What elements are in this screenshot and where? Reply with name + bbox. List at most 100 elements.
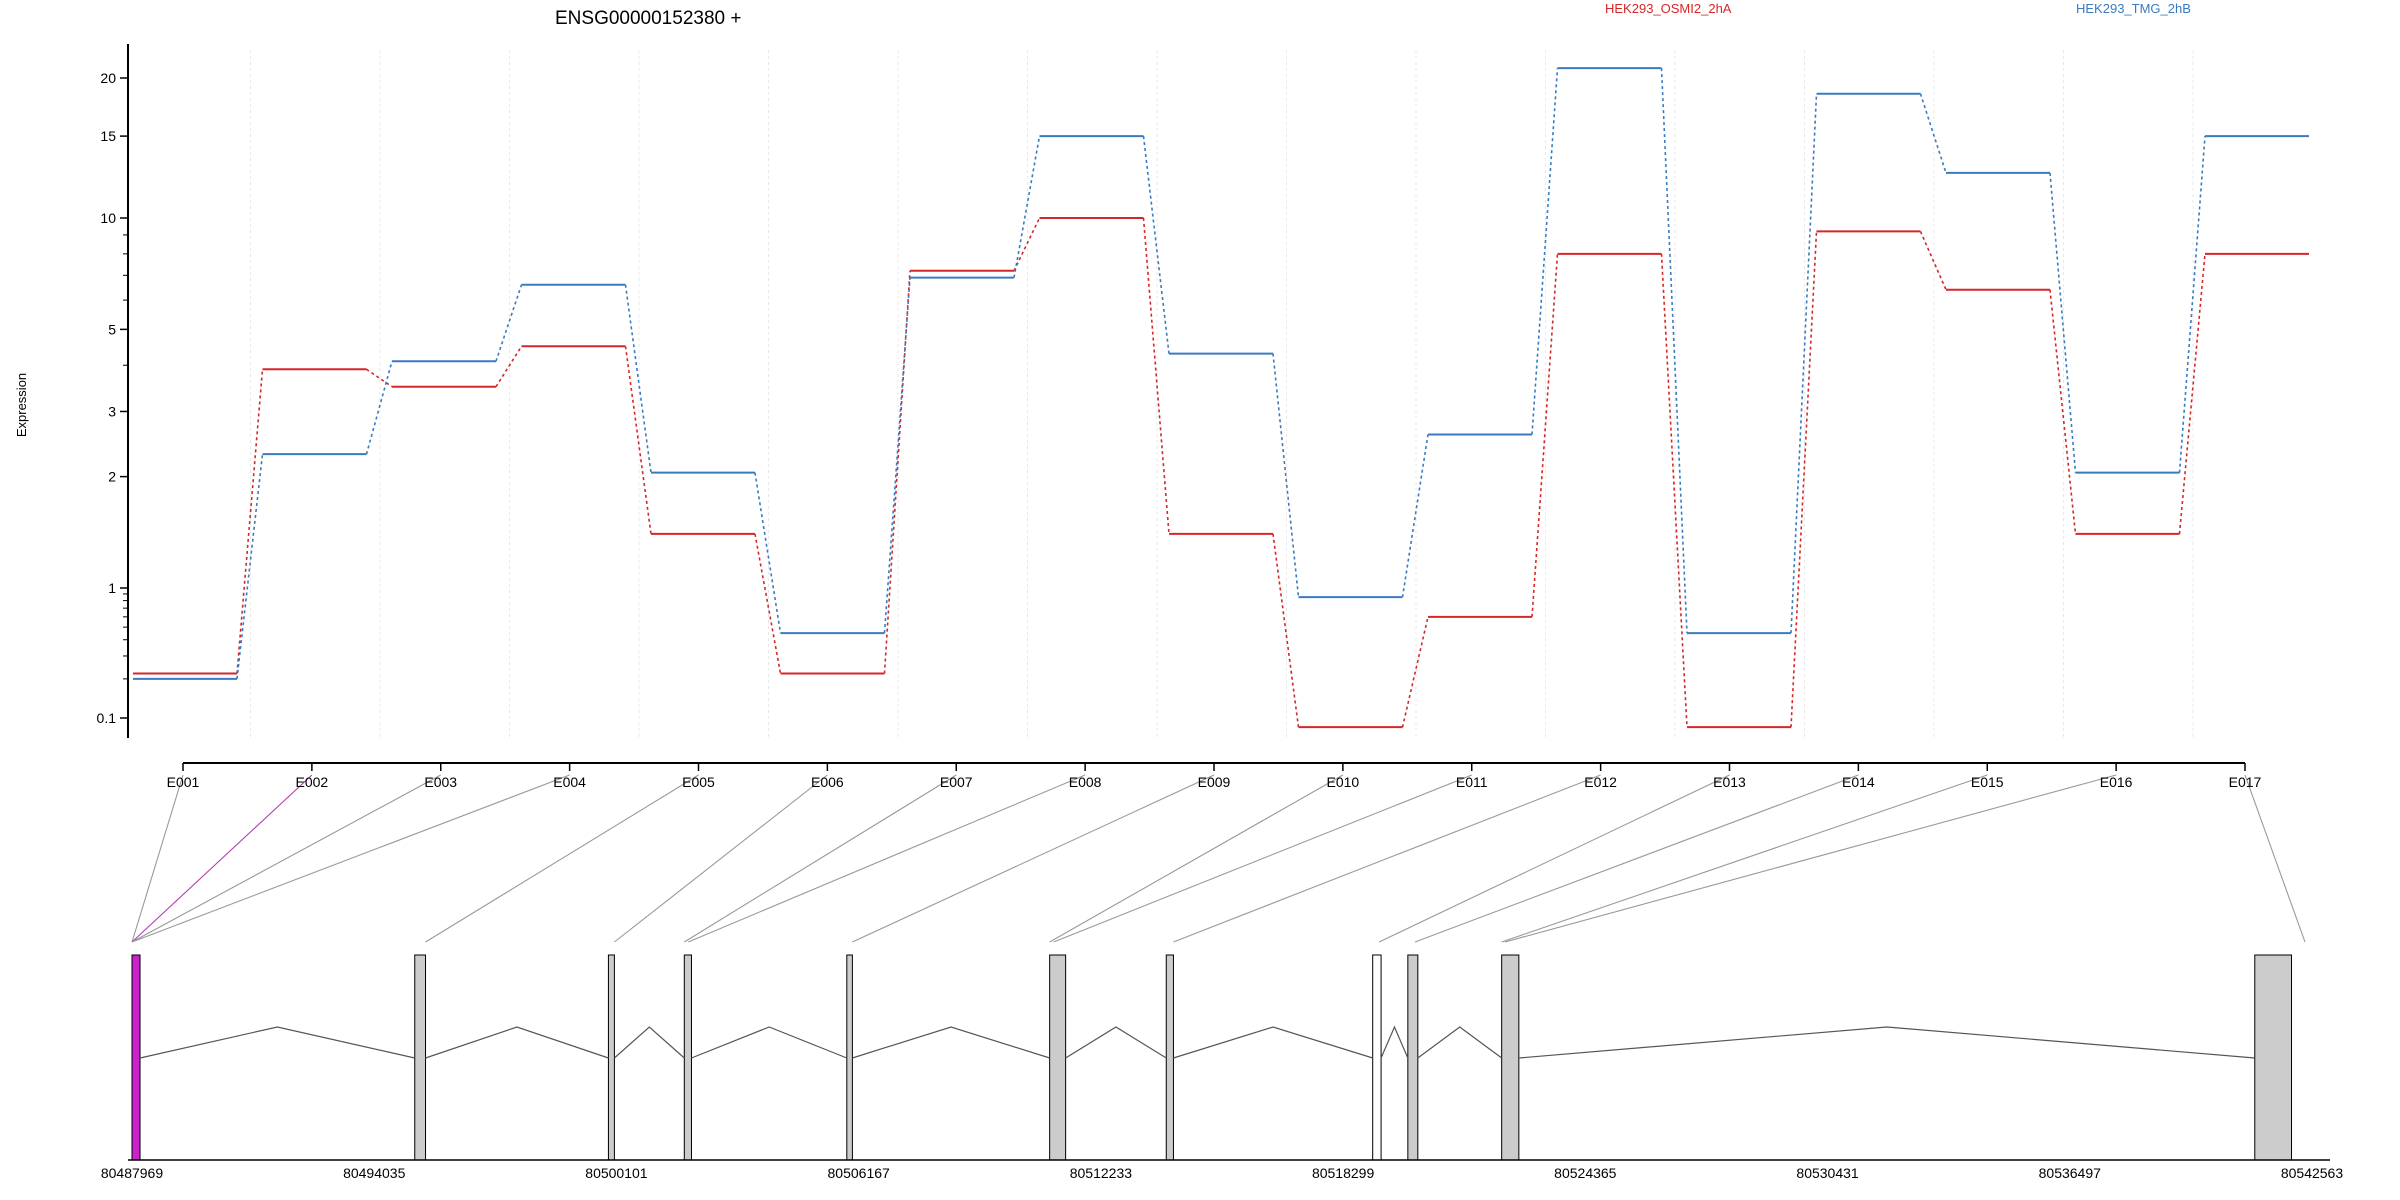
intron-line xyxy=(852,1026,1050,1059)
intron-line xyxy=(425,1026,609,1059)
x-tick-label: E014 xyxy=(1842,774,1875,790)
exon-block xyxy=(1372,954,1382,1161)
x-tick-label: E001 xyxy=(167,774,200,790)
chart-title: ENSG00000152380 + xyxy=(555,8,741,29)
genome-coordinate-label: 80518299 xyxy=(1312,1165,1375,1181)
exon-connector xyxy=(852,774,1215,943)
genome-coordinate-label: 80542563 xyxy=(2281,1165,2344,1181)
y-axis-label: Expression xyxy=(14,373,29,437)
series-1-connector xyxy=(1531,253,1559,617)
x-tick-label: E010 xyxy=(1327,774,1360,790)
exon-connector xyxy=(131,774,313,943)
x-tick-label: E012 xyxy=(1584,774,1617,790)
series-2-connector xyxy=(1919,93,1947,174)
legend-series-1: HEK293_OSMI2_2hA xyxy=(1605,1,1732,16)
series-2-connector xyxy=(1013,135,1041,278)
exon-block xyxy=(1501,954,1520,1161)
x-tick-label: E016 xyxy=(2100,774,2133,790)
series-1-connector xyxy=(2049,289,2077,535)
x-tick-label: E007 xyxy=(940,774,973,790)
series-lines xyxy=(133,67,2309,729)
series-2-connector xyxy=(1401,434,1429,598)
legend-series-2: HEK293_TMG_2hB xyxy=(2076,1,2191,16)
series-2-connector xyxy=(1660,68,1688,634)
series-2-connector xyxy=(365,361,393,455)
x-tick-label: E009 xyxy=(1198,774,1231,790)
exon-block xyxy=(607,954,615,1161)
exon-block xyxy=(1049,954,1067,1161)
intron-line xyxy=(614,1026,685,1059)
y-tick-label: 1 xyxy=(108,580,116,596)
series-1-connector xyxy=(1142,217,1170,534)
gene-model xyxy=(128,954,2330,1161)
y-tick-label: 0.1 xyxy=(97,710,117,726)
intron-line xyxy=(1173,1026,1373,1059)
genome-coordinate-label: 80524365 xyxy=(1554,1165,1617,1181)
exon-block xyxy=(1165,954,1174,1161)
exon-connector xyxy=(614,774,828,943)
y-tick-label: 20 xyxy=(100,70,116,86)
intron-line xyxy=(691,1026,848,1059)
exon-block xyxy=(1407,954,1419,1161)
series-2-connector xyxy=(1272,353,1300,598)
exon-connector xyxy=(131,774,442,943)
exon-connector xyxy=(1053,774,1472,943)
series-1-connector xyxy=(2178,253,2206,535)
exon-connector xyxy=(131,774,570,943)
y-tick-label: 10 xyxy=(100,210,116,226)
exon-connector xyxy=(1173,774,1601,943)
intron-line xyxy=(1417,1026,1503,1059)
series-1-connector xyxy=(1660,253,1688,728)
genome-coordinate-label: 80500101 xyxy=(585,1165,648,1181)
intron-line xyxy=(139,1026,415,1059)
x-tick-label: E017 xyxy=(2229,774,2262,790)
series-2-connector xyxy=(883,277,911,634)
series-1-connector xyxy=(1919,231,1947,291)
x-tick-label: E013 xyxy=(1713,774,1746,790)
series-2-connector xyxy=(624,284,652,473)
exon-block xyxy=(2254,954,2293,1161)
exon-connector xyxy=(1501,774,1988,943)
series-2-connector xyxy=(1531,68,1559,435)
exon-block xyxy=(414,954,427,1161)
series-2-connector xyxy=(236,454,264,679)
series-2-connector xyxy=(2178,136,2206,473)
intron-line xyxy=(1065,1026,1167,1059)
genome-coordinate-label: 80506167 xyxy=(828,1165,891,1181)
vertical-gridlines xyxy=(250,50,2194,740)
exon-connector xyxy=(1414,774,1859,943)
genome-coordinate-label: 80494035 xyxy=(343,1165,406,1181)
intron-line xyxy=(1380,1025,1409,1059)
exon-connector xyxy=(688,774,1086,943)
x-tick-label: E011 xyxy=(1456,774,1488,790)
x-tick-label: E005 xyxy=(682,774,715,790)
genome-coordinate-label: 80512233 xyxy=(1070,1165,1133,1181)
series-2-connector xyxy=(1142,136,1170,354)
genome-coordinate-label: 80536497 xyxy=(2039,1165,2102,1181)
exon-connector xyxy=(683,774,957,943)
exon-connector xyxy=(2244,774,2306,943)
series-1-connector xyxy=(754,533,782,674)
series-2-connector xyxy=(2049,172,2077,473)
exon-block xyxy=(683,954,692,1161)
exon-connector xyxy=(425,774,699,943)
x-tick-label: E008 xyxy=(1069,774,1102,790)
genome-coordinate-label: 80530431 xyxy=(1796,1165,1859,1181)
exon-connector xyxy=(1378,774,1730,943)
series-1-connector xyxy=(1013,217,1041,272)
series-1-connector xyxy=(1401,616,1429,728)
series-2-connector xyxy=(1790,93,1818,634)
series-1-connector xyxy=(366,368,393,388)
chart-text: ENSG00000152380 + HEK293_OSMI2_2hA HEK29… xyxy=(14,1,2343,1181)
intron-line xyxy=(1518,1026,2255,1059)
exon-connector xyxy=(1049,774,1344,943)
series-1-connector xyxy=(495,345,523,388)
exon-connector xyxy=(1504,774,2117,943)
series-1-connector xyxy=(624,346,652,535)
y-tick-label: 2 xyxy=(108,469,116,485)
genome-coordinate-label: 80487969 xyxy=(101,1165,164,1181)
exon-block xyxy=(846,954,853,1161)
x-tick-label: E015 xyxy=(1971,774,2004,790)
series-2-connector xyxy=(495,284,523,362)
